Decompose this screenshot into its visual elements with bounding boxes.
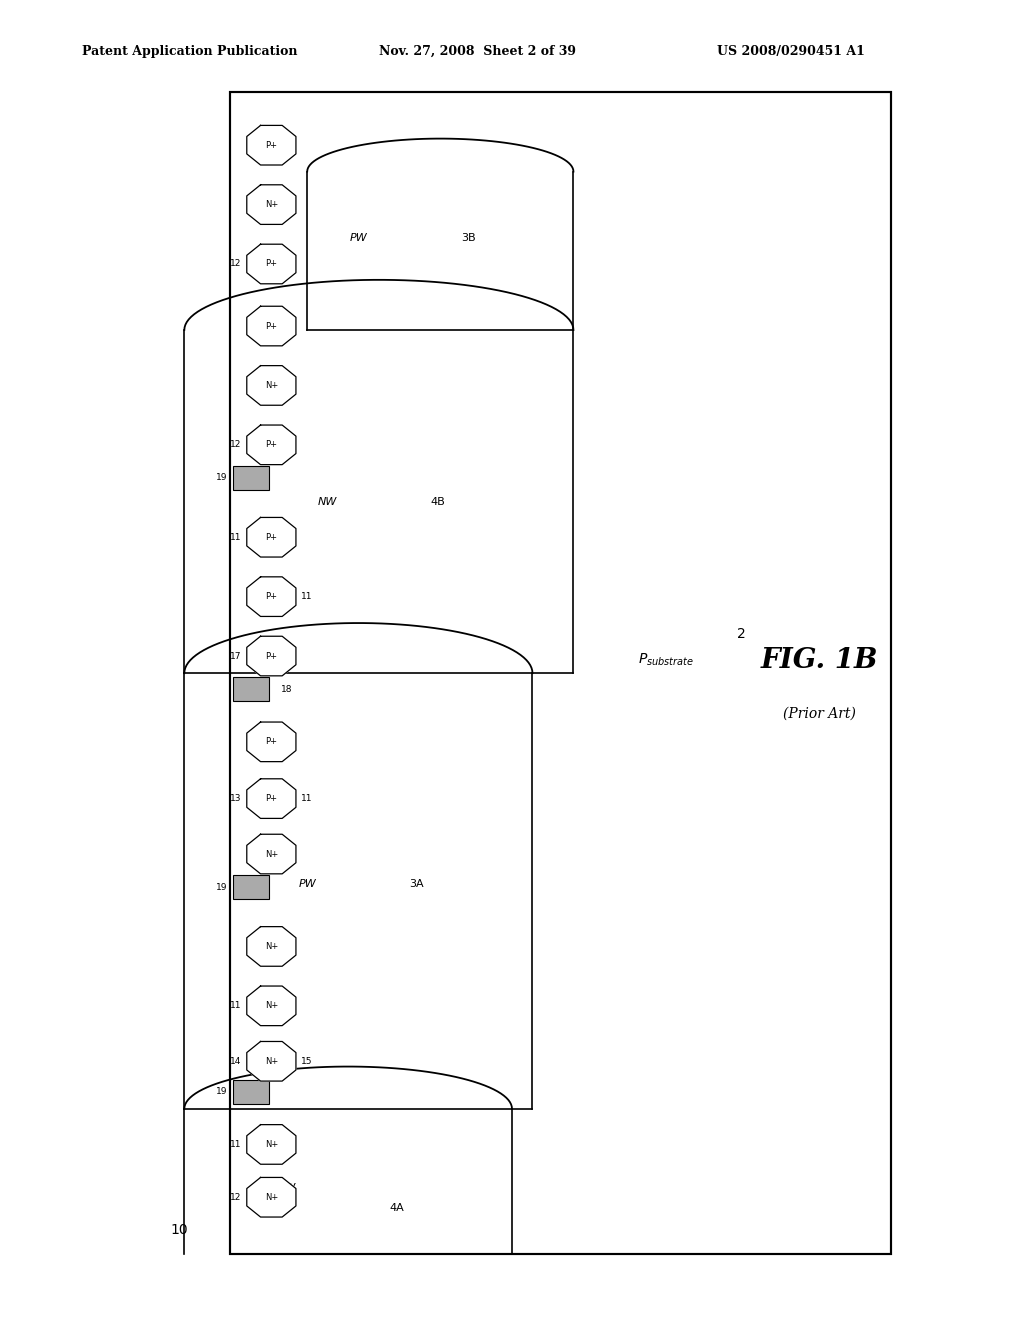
Text: P+: P+	[265, 441, 278, 449]
Text: P+: P+	[265, 795, 278, 803]
Text: 11: 11	[301, 593, 312, 601]
Polygon shape	[247, 425, 296, 465]
Bar	[230, 92, 891, 1254]
Polygon shape	[247, 244, 296, 284]
Polygon shape	[247, 986, 296, 1026]
Polygon shape	[247, 306, 296, 346]
Text: 4B: 4B	[430, 496, 444, 507]
Text: P+: P+	[265, 593, 278, 601]
Text: 4A: 4A	[389, 1203, 403, 1213]
Text: FIG. 1B: FIG. 1B	[761, 647, 878, 673]
Text: P+: P+	[265, 260, 278, 268]
Text: NW: NW	[278, 1183, 296, 1193]
Polygon shape	[247, 722, 296, 762]
Text: US 2008/0290451 A1: US 2008/0290451 A1	[717, 45, 864, 58]
Text: 11: 11	[230, 1140, 242, 1148]
Text: 12: 12	[230, 1193, 242, 1201]
Text: 11: 11	[301, 795, 312, 803]
Text: P+: P+	[265, 533, 278, 541]
Text: 3A: 3A	[410, 879, 424, 890]
Text: 3B: 3B	[461, 232, 475, 243]
Text: PW: PW	[349, 232, 368, 243]
Text: 15: 15	[301, 1057, 312, 1065]
Text: 10: 10	[170, 1224, 188, 1237]
Text: NW: NW	[318, 496, 337, 507]
Polygon shape	[247, 927, 296, 966]
Polygon shape	[247, 636, 296, 676]
Text: 19: 19	[216, 883, 227, 891]
Text: N+: N+	[265, 850, 278, 858]
Bar	[232, 677, 268, 701]
Text: P+: P+	[265, 652, 278, 660]
Polygon shape	[247, 1177, 296, 1217]
Bar	[232, 1080, 268, 1104]
Text: P+: P+	[265, 322, 278, 330]
Text: PW: PW	[298, 879, 316, 890]
Text: $P_{substrate}$: $P_{substrate}$	[638, 652, 693, 668]
Polygon shape	[247, 125, 296, 165]
Text: N+: N+	[265, 942, 278, 950]
Polygon shape	[247, 517, 296, 557]
Bar	[232, 875, 268, 899]
Text: N+: N+	[265, 1057, 278, 1065]
Text: 18: 18	[281, 685, 292, 693]
Polygon shape	[247, 1041, 296, 1081]
Text: N+: N+	[265, 201, 278, 209]
Polygon shape	[247, 1125, 296, 1164]
Text: Nov. 27, 2008  Sheet 2 of 39: Nov. 27, 2008 Sheet 2 of 39	[379, 45, 575, 58]
Polygon shape	[247, 779, 296, 818]
Text: N+: N+	[265, 1002, 278, 1010]
Polygon shape	[247, 577, 296, 616]
Text: 19: 19	[216, 1088, 227, 1096]
Polygon shape	[247, 366, 296, 405]
Text: 17: 17	[230, 652, 242, 660]
Text: N+: N+	[265, 1193, 278, 1201]
Text: Patent Application Publication: Patent Application Publication	[82, 45, 297, 58]
Text: N+: N+	[265, 381, 278, 389]
Text: 11: 11	[230, 533, 242, 541]
Polygon shape	[247, 185, 296, 224]
Text: 11: 11	[230, 1002, 242, 1010]
Text: 14: 14	[230, 1057, 242, 1065]
Text: 19: 19	[216, 474, 227, 482]
Text: 2: 2	[737, 627, 746, 640]
Text: 12: 12	[230, 441, 242, 449]
Text: P+: P+	[265, 738, 278, 746]
Text: 12: 12	[230, 260, 242, 268]
Bar	[230, 92, 891, 1254]
Text: P+: P+	[265, 141, 278, 149]
Text: (Prior Art): (Prior Art)	[782, 706, 856, 721]
Bar	[232, 466, 268, 490]
Text: N+: N+	[265, 1140, 278, 1148]
Polygon shape	[247, 834, 296, 874]
Text: 13: 13	[230, 795, 242, 803]
